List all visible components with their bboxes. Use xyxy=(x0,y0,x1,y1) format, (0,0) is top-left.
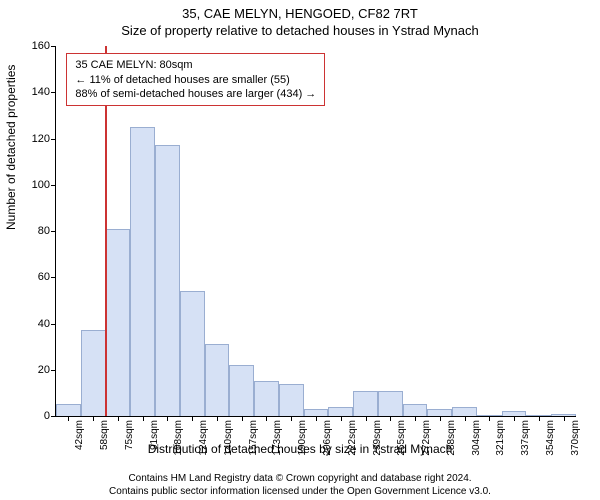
y-tick-mark xyxy=(51,185,56,186)
histogram-bar xyxy=(452,407,477,416)
footer-line-1: Contains HM Land Registry data © Crown c… xyxy=(0,473,600,486)
page-subtitle: Size of property relative to detached ho… xyxy=(0,21,600,38)
y-tick-mark xyxy=(51,231,56,232)
x-tick-mark xyxy=(266,416,267,421)
x-axis-label: Distribution of detached houses by size … xyxy=(0,442,600,456)
x-tick-mark xyxy=(415,416,416,421)
x-tick-mark xyxy=(143,416,144,421)
histogram-bar xyxy=(254,381,279,416)
histogram-bar xyxy=(130,127,155,416)
x-tick-mark xyxy=(539,416,540,421)
page-title: 35, CAE MELYN, HENGOED, CF82 7RT xyxy=(0,0,600,21)
annotation-line: ← 11% of detached houses are smaller (55… xyxy=(75,73,316,87)
y-tick-mark xyxy=(51,92,56,93)
x-tick-mark xyxy=(291,416,292,421)
histogram-bar xyxy=(229,365,254,416)
y-axis-label: Number of detached properties xyxy=(4,65,18,230)
histogram-bar xyxy=(328,407,353,416)
histogram-bar xyxy=(304,409,329,416)
x-tick-mark xyxy=(465,416,466,421)
histogram-bar xyxy=(81,330,106,416)
x-tick-mark xyxy=(167,416,168,421)
annotation-box: 35 CAE MELYN: 80sqm← 11% of detached hou… xyxy=(66,53,325,106)
histogram-bar xyxy=(56,404,81,416)
x-tick-mark xyxy=(217,416,218,421)
x-tick-mark xyxy=(390,416,391,421)
x-tick-mark xyxy=(93,416,94,421)
annotation-line: 35 CAE MELYN: 80sqm xyxy=(75,58,316,72)
x-tick-mark xyxy=(341,416,342,421)
plot-area: 02040608010012014016042sqm58sqm75sqm91sq… xyxy=(55,46,576,417)
histogram-bar xyxy=(155,145,180,416)
y-tick-mark xyxy=(51,416,56,417)
histogram-bar xyxy=(378,391,403,416)
histogram-bar xyxy=(180,291,205,416)
x-tick-mark xyxy=(242,416,243,421)
histogram-bar xyxy=(403,404,428,416)
x-tick-mark xyxy=(489,416,490,421)
x-tick-mark xyxy=(68,416,69,421)
histogram-bar xyxy=(353,391,378,416)
histogram-bar xyxy=(106,229,131,416)
annotation-line: 88% of semi-detached houses are larger (… xyxy=(75,87,316,101)
x-tick-mark xyxy=(440,416,441,421)
chart-area: 02040608010012014016042sqm58sqm75sqm91sq… xyxy=(55,46,575,416)
y-tick-mark xyxy=(51,277,56,278)
histogram-bar xyxy=(205,344,230,416)
x-tick-mark xyxy=(118,416,119,421)
y-tick-mark xyxy=(51,324,56,325)
y-tick-mark xyxy=(51,139,56,140)
x-tick-mark xyxy=(192,416,193,421)
x-tick-mark xyxy=(366,416,367,421)
x-tick-mark xyxy=(316,416,317,421)
histogram-bar xyxy=(427,409,452,416)
y-tick-mark xyxy=(51,370,56,371)
footer-line-2: Contains public sector information licen… xyxy=(0,486,600,499)
x-tick-mark xyxy=(514,416,515,421)
y-tick-mark xyxy=(51,46,56,47)
footer-text: Contains HM Land Registry data © Crown c… xyxy=(0,473,600,498)
histogram-bar xyxy=(279,384,304,416)
x-tick-mark xyxy=(564,416,565,421)
